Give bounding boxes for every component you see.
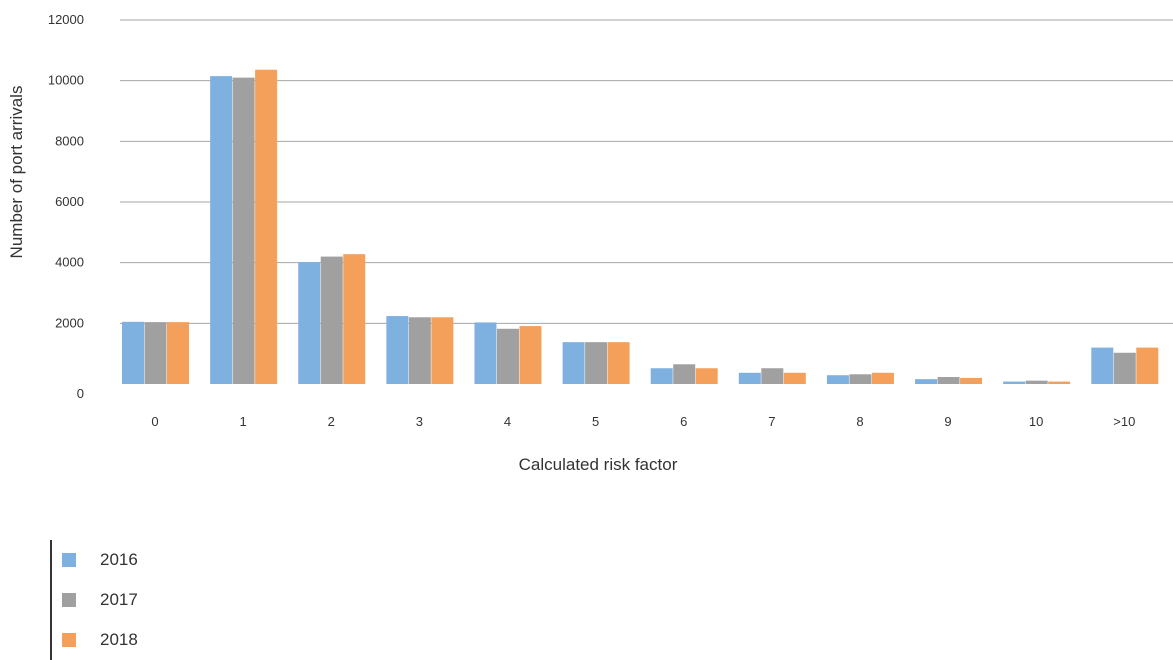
y-tick-label: 6000 (55, 194, 84, 209)
bar-2016->10 (1091, 347, 1114, 384)
bar-chart: 0 2000 4000 6000 8000 10000 12000 0 1 2 3 4 5 6 7 8 9 10… (7, 12, 1173, 474)
y-axis-ticks: 0 2000 4000 6000 8000 10000 12000 (48, 12, 84, 401)
legend: 2016 2017 2018 (50, 540, 138, 660)
bar-2018-7 (783, 372, 806, 384)
bar-2016-8 (826, 375, 849, 384)
y-tick-label: 10000 (48, 73, 84, 88)
bar-2016-2 (298, 262, 321, 384)
x-tick-label: 8 (856, 414, 863, 429)
x-tick-label: 0 (151, 414, 158, 429)
y-tick-label: 2000 (55, 315, 84, 330)
bar-2017-5 (585, 342, 608, 384)
gridlines (120, 19, 1173, 324)
bar-2017-6 (673, 364, 696, 384)
bar-2017->10 (1113, 352, 1136, 384)
legend-label: 2018 (100, 630, 138, 649)
x-tick-label: 9 (944, 414, 951, 429)
bar-2017-0 (144, 322, 167, 384)
x-tick-label: 4 (504, 414, 511, 429)
legend-swatch-2016 (62, 553, 76, 567)
bar-2016-1 (210, 76, 233, 384)
bar-2018->10 (1136, 347, 1159, 384)
bar-2016-9 (915, 379, 938, 384)
y-axis-title: Number of port arrivals (7, 86, 26, 259)
bar-2017-10 (1025, 380, 1048, 384)
legend-label: 2017 (100, 590, 138, 609)
legend-swatch-2018 (62, 633, 76, 647)
bar-2018-6 (695, 368, 718, 384)
legend-item: 2017 (62, 580, 138, 620)
bar-2016-6 (650, 368, 673, 384)
bar-2016-5 (562, 342, 585, 384)
bar-2018-10 (1048, 381, 1071, 384)
bar-2017-3 (408, 317, 431, 384)
x-tick-label: 2 (328, 414, 335, 429)
bars (122, 69, 1159, 384)
bar-2018-0 (167, 322, 189, 384)
x-tick-label: 6 (680, 414, 687, 429)
bar-2017-2 (320, 256, 343, 384)
x-tick-label: 5 (592, 414, 599, 429)
bar-2017-7 (761, 368, 784, 384)
bar-2017-8 (849, 374, 872, 384)
legend-item: 2018 (62, 620, 138, 660)
bar-2016-7 (738, 372, 761, 384)
y-tick-label: 8000 (55, 133, 84, 148)
bar-2016-0 (122, 321, 144, 384)
bar-2016-3 (386, 316, 409, 384)
bar-2018-2 (343, 254, 366, 384)
x-tick-label: >10 (1113, 414, 1135, 429)
y-tick-label: 4000 (55, 255, 84, 270)
legend-label: 2016 (100, 550, 138, 569)
bar-2017-4 (496, 328, 519, 384)
x-axis-ticks: 0 1 2 3 4 5 6 7 8 9 10 >10 (151, 414, 1135, 429)
bar-2018-5 (607, 342, 630, 384)
bar-2018-1 (255, 69, 278, 384)
bar-2017-1 (232, 77, 255, 384)
bar-2016-10 (1003, 381, 1026, 384)
x-tick-label: 1 (239, 414, 246, 429)
bar-2018-3 (431, 317, 454, 384)
y-tick-label: 12000 (48, 12, 84, 27)
bar-2018-9 (960, 377, 983, 384)
x-tick-label: 7 (768, 414, 775, 429)
y-tick-label: 0 (77, 386, 84, 401)
legend-item: 2016 (62, 540, 138, 580)
bar-2017-9 (937, 377, 960, 384)
x-tick-label: 10 (1029, 414, 1043, 429)
x-tick-label: 3 (416, 414, 423, 429)
bar-2016-4 (474, 322, 497, 384)
x-axis-title: Calculated risk factor (519, 455, 678, 474)
legend-swatch-2017 (62, 593, 76, 607)
bar-2018-4 (519, 326, 542, 384)
bar-2018-8 (871, 372, 894, 384)
